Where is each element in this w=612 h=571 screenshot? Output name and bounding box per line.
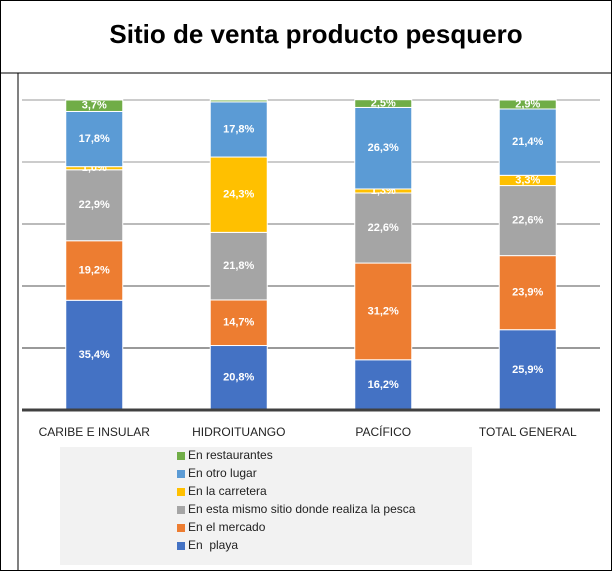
- bar-segment: [498, 255, 557, 331]
- bar-segment: [209, 99, 268, 103]
- legend-label: En restaurantes: [188, 448, 273, 462]
- legend-swatch: [177, 470, 185, 478]
- chart-title: Sitio de venta producto pesquero: [109, 19, 522, 49]
- legend-swatch: [177, 506, 185, 514]
- bar-segment: [354, 192, 413, 264]
- data-label: 16,2%: [368, 379, 399, 391]
- legend-label: En esta mismo sitio donde realiza la pes…: [188, 502, 416, 516]
- data-label: 2,5%: [371, 97, 396, 109]
- data-label: 22,6%: [512, 214, 543, 226]
- legend-box: [60, 447, 472, 565]
- bar-segment: [354, 262, 413, 361]
- data-label: 23,9%: [512, 287, 543, 299]
- legend-swatch: [177, 542, 185, 550]
- legend-swatch: [177, 524, 185, 532]
- data-label: 25,9%: [512, 364, 543, 376]
- x-tick-label: CARIBE E INSULAR: [39, 425, 151, 439]
- legend-label: En otro lugar: [188, 466, 257, 480]
- data-label: 3,7%: [82, 100, 107, 112]
- bar-segment: [65, 240, 124, 301]
- bar-segment: [65, 110, 124, 168]
- legend-swatch: [177, 488, 185, 496]
- bar-segment: [65, 169, 124, 242]
- data-label: 31,2%: [368, 305, 399, 317]
- legend-swatch: [177, 452, 185, 460]
- bar-segment: [498, 329, 557, 411]
- x-tick-label: HIDROITUANGO: [192, 425, 285, 439]
- bar-segment: [65, 99, 124, 112]
- x-tick-label: TOTAL GENERAL: [479, 425, 577, 439]
- data-label: 21,4%: [512, 136, 543, 148]
- data-label: 20,8%: [223, 372, 254, 384]
- bar-segment: [498, 108, 557, 176]
- bar-segment: [498, 99, 557, 110]
- data-label: 17,8%: [223, 123, 254, 135]
- legend-label: En playa: [188, 538, 238, 552]
- data-label: 24,3%: [223, 189, 254, 201]
- data-label: 22,9%: [79, 199, 110, 211]
- data-label: 2,9%: [515, 98, 540, 110]
- data-label: 19,2%: [79, 264, 110, 276]
- legend-label: En la carretera: [188, 484, 267, 498]
- bar-segment: [209, 156, 268, 233]
- bar-segment: [209, 231, 268, 301]
- data-label: 35,4%: [79, 349, 110, 361]
- data-label: 3,3%: [515, 174, 540, 186]
- legend-label: En el mercado: [188, 520, 266, 534]
- data-label: 26,3%: [368, 142, 399, 154]
- data-label: 22,6%: [368, 222, 399, 234]
- bar-segment: [354, 99, 413, 108]
- bar-segment: [65, 299, 124, 411]
- bar-segment: [354, 359, 413, 411]
- data-label: 14,7%: [223, 317, 254, 329]
- x-tick-label: PACÍFICO: [355, 424, 411, 439]
- bar-segment: [209, 345, 268, 411]
- data-label: 17,8%: [79, 133, 110, 145]
- bar-segment: [498, 185, 557, 257]
- bar-segment: [354, 106, 413, 190]
- data-label: 21,8%: [223, 260, 254, 272]
- bar-segment: [209, 101, 268, 158]
